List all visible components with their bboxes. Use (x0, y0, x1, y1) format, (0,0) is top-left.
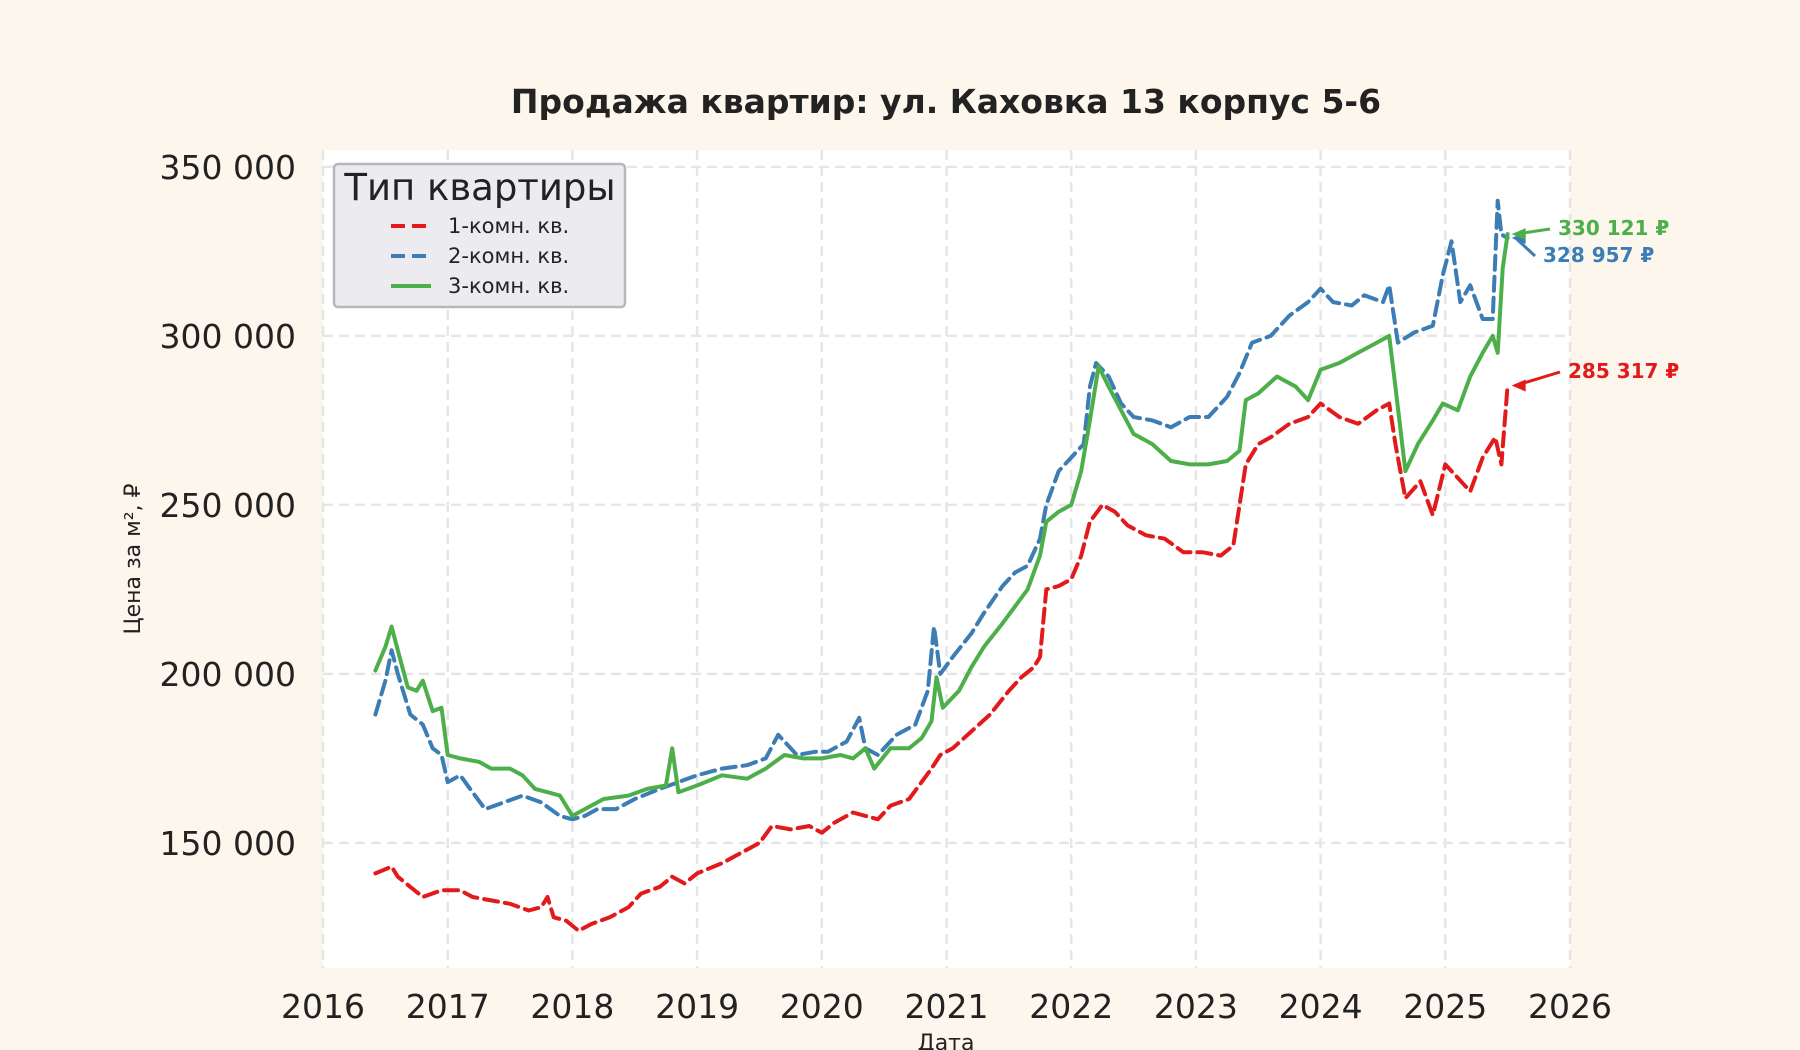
legend-label: 3-комн. кв. (448, 274, 569, 298)
x-tick-label: 2016 (281, 987, 365, 1026)
y-tick-label: 150 000 (160, 824, 296, 863)
x-tick-label: 2026 (1528, 987, 1612, 1026)
end-value-label: 330 121 ₽ (1558, 216, 1669, 240)
legend-title: Тип квартиры (343, 166, 615, 209)
chart-title: Продажа квартир: ул. Каховка 13 корпус 5… (511, 82, 1381, 121)
y-tick-label: 200 000 (160, 655, 296, 694)
legend-items: 1-комн. кв. 2-комн. кв. 3-комн. кв. (391, 214, 569, 298)
x-tick-label: 2018 (530, 987, 614, 1026)
x-tick-label: 2022 (1029, 987, 1113, 1026)
legend-label: 2-комн. кв. (448, 244, 569, 268)
series-line-1 (373, 383, 1510, 933)
series-group (373, 198, 1510, 933)
series-line-2 (373, 198, 1510, 822)
x-tick-label: 2020 (780, 987, 864, 1026)
x-tick-label: 2021 (905, 987, 989, 1026)
x-tick-label: 2019 (655, 987, 739, 1026)
end-labels: 285 317 ₽ 328 957 ₽ 330 121 ₽ (1511, 216, 1679, 392)
end-value-label: 285 317 ₽ (1568, 359, 1679, 383)
legend: Тип квартиры 1-комн. кв. 2-комн. кв. 3-ком… (332, 162, 627, 309)
x-tick-label: 2024 (1279, 987, 1363, 1026)
tick-labels: 2016 2017 2018 2019 2020 2021 2022 2023 2024 2025… (160, 148, 1612, 1026)
legend-box (332, 162, 627, 309)
y-tick-label: 300 000 (160, 317, 296, 356)
end-label-arrowhead (1511, 228, 1526, 241)
legend-label: 1-комн. кв. (448, 214, 569, 238)
x-tick-label: 2017 (406, 987, 490, 1026)
x-axis-label: Дата (918, 1031, 975, 1050)
x-tick-label: 2025 (1403, 987, 1487, 1026)
y-axis-label: Цена за м², ₽ (121, 483, 146, 634)
y-tick-label: 250 000 (160, 486, 296, 525)
x-tick-label: 2023 (1154, 987, 1238, 1026)
end-label-arrowhead (1511, 379, 1526, 392)
end-value-label: 328 957 ₽ (1543, 243, 1654, 267)
series-line-3 (373, 232, 1510, 818)
y-tick-label: 350 000 (160, 148, 296, 187)
